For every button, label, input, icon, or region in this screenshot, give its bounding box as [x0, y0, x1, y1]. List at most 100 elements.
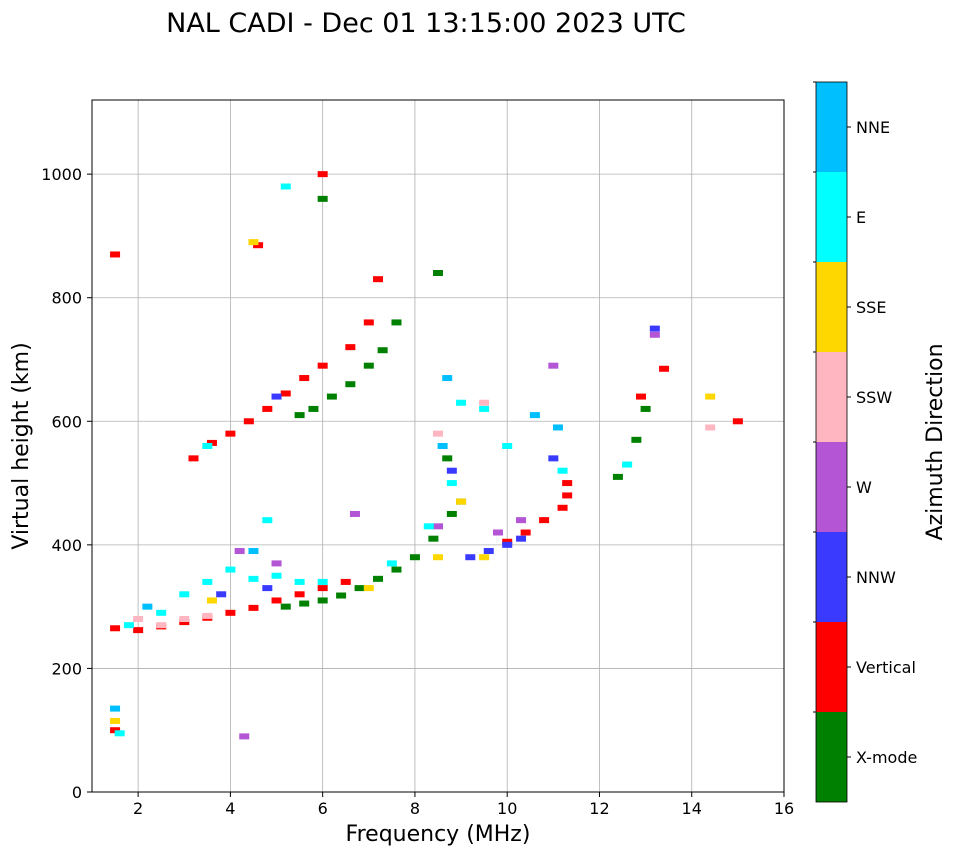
colorbar-tick-label: NNE: [856, 118, 890, 137]
data-point: [299, 600, 310, 607]
plot-frame: [91, 99, 785, 793]
data-point: [622, 461, 633, 468]
data-point: [308, 405, 319, 412]
data-point: [243, 418, 254, 425]
data-point: [179, 616, 190, 622]
series-e: [114, 183, 633, 737]
data-point: [373, 575, 384, 582]
data-point: [631, 436, 642, 443]
x-tick-label: 14: [682, 799, 702, 818]
data-point: [133, 627, 144, 634]
data-point: [442, 455, 453, 462]
data-point: [216, 591, 227, 598]
data-point: [391, 566, 402, 573]
x-tick-label: 4: [225, 799, 235, 818]
data-point: [502, 443, 513, 449]
data-point: [437, 443, 448, 449]
data-point: [705, 393, 716, 400]
data-point: [271, 572, 282, 579]
colorbar-segment: [816, 442, 847, 532]
colorbar-segment: [816, 82, 847, 172]
data-point: [188, 455, 199, 462]
colorbar-tick-label: NNW: [856, 568, 896, 587]
data-point: [659, 365, 670, 372]
series-nne: [110, 375, 563, 712]
data-point: [110, 717, 121, 724]
data-point: [529, 412, 540, 419]
data-point: [239, 733, 250, 740]
data-point: [294, 578, 305, 585]
data-point: [635, 393, 646, 400]
data-point: [262, 585, 273, 592]
data-point: [483, 548, 494, 555]
series-vertical: [110, 171, 743, 734]
series-ssw: [133, 399, 716, 629]
x-axis-label: Frequency (MHz): [346, 822, 531, 847]
y-tick-label: 0: [72, 783, 82, 802]
y-tick-label: 200: [51, 659, 82, 678]
data-point: [326, 393, 337, 400]
series-sse: [110, 239, 716, 724]
data-point: [446, 480, 457, 487]
data-point: [433, 430, 443, 437]
data-point: [446, 467, 457, 474]
data-point: [225, 566, 236, 573]
data-point: [179, 591, 190, 598]
data-point: [156, 622, 167, 629]
data-point: [363, 319, 374, 326]
data-point: [248, 548, 259, 555]
data-point: [142, 603, 153, 610]
data-point: [110, 625, 121, 632]
data-point: [465, 554, 476, 561]
chart-title: NAL CADI - Dec 01 13:15:00 2023 UTC: [166, 8, 686, 39]
data-point: [110, 251, 121, 258]
data-point: [732, 418, 743, 425]
colorbar: X-mode Vertical NNW W SSW SSE E NNE: [813, 81, 917, 803]
data-point: [248, 604, 259, 611]
data-point: [363, 585, 374, 592]
data-point: [557, 467, 568, 474]
data-point: [345, 344, 356, 351]
data-point: [110, 727, 121, 734]
data-point: [409, 554, 420, 561]
data-point: [433, 554, 443, 561]
x-tick-label: 6: [318, 799, 328, 818]
data-point: [156, 609, 167, 616]
data-point: [294, 591, 305, 598]
colorbar-tick-label: E: [856, 208, 866, 227]
data-point: [317, 597, 328, 604]
data-point: [428, 535, 439, 542]
data-point: [133, 616, 144, 622]
data-point: [612, 473, 623, 480]
data-point: [391, 319, 402, 326]
data-point: [234, 548, 245, 555]
data-point: [492, 529, 503, 536]
colorbar-segment: [816, 352, 847, 442]
series-nnw: [216, 325, 660, 598]
colorbar-tick-label: W: [856, 478, 872, 497]
data-point: [354, 585, 365, 592]
data-point: [386, 560, 397, 567]
data-point: [705, 424, 716, 431]
data-point: [456, 498, 467, 505]
data-point: [446, 510, 457, 517]
data-point: [317, 362, 328, 369]
data-point: [516, 517, 527, 524]
data-point: [520, 529, 531, 536]
data-point: [479, 399, 490, 406]
data-point: [317, 195, 328, 202]
data-point: [562, 480, 573, 487]
y-tick-label: 400: [51, 536, 82, 555]
colorbar-segment: [816, 172, 847, 262]
data-point: [502, 538, 513, 545]
data-point: [280, 603, 291, 610]
data-point: [557, 504, 568, 511]
data-point: [262, 405, 273, 412]
data-point: [271, 393, 282, 400]
x-tick-label: 2: [133, 799, 143, 818]
data-point: [248, 575, 259, 582]
data-point: [345, 381, 356, 388]
data-point: [433, 270, 443, 276]
colorbar-label: Azimuth Direction: [923, 343, 948, 540]
